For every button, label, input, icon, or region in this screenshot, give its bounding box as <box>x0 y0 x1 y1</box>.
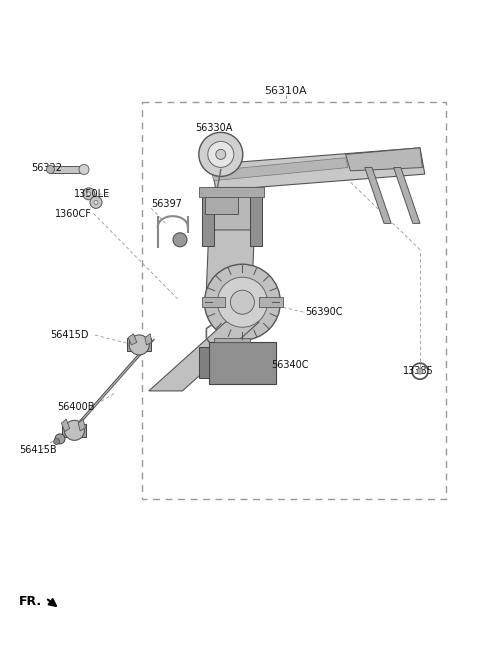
Circle shape <box>204 264 280 340</box>
Circle shape <box>90 196 102 208</box>
Circle shape <box>94 200 98 204</box>
Polygon shape <box>346 148 422 171</box>
Text: 1350LE: 1350LE <box>74 189 111 199</box>
Circle shape <box>216 149 226 160</box>
Circle shape <box>54 438 60 445</box>
Polygon shape <box>74 339 155 427</box>
Circle shape <box>199 133 243 176</box>
Polygon shape <box>61 419 70 432</box>
Polygon shape <box>394 168 420 223</box>
Circle shape <box>64 420 84 440</box>
Polygon shape <box>128 334 137 345</box>
Text: 56415D: 56415D <box>50 330 89 340</box>
Text: 56310A: 56310A <box>264 85 307 96</box>
Text: 56322: 56322 <box>31 162 62 173</box>
Polygon shape <box>211 158 348 181</box>
Circle shape <box>208 141 234 168</box>
Bar <box>142 102 446 499</box>
Circle shape <box>55 434 65 444</box>
Text: 56397: 56397 <box>151 198 182 209</box>
Polygon shape <box>149 322 259 391</box>
Text: 56415B: 56415B <box>19 445 57 455</box>
Circle shape <box>79 164 89 175</box>
Text: 56330A: 56330A <box>195 123 232 133</box>
Polygon shape <box>82 344 152 422</box>
Polygon shape <box>62 424 86 437</box>
Text: 56390C: 56390C <box>305 307 342 317</box>
Text: 13385: 13385 <box>403 366 434 376</box>
Text: 56400B: 56400B <box>58 402 95 413</box>
Polygon shape <box>259 297 283 307</box>
Polygon shape <box>211 148 425 191</box>
Text: 56340C: 56340C <box>271 359 309 370</box>
Polygon shape <box>214 338 250 342</box>
Circle shape <box>217 277 267 327</box>
Polygon shape <box>211 187 254 243</box>
Polygon shape <box>250 191 262 246</box>
Polygon shape <box>365 168 391 223</box>
Circle shape <box>87 192 91 196</box>
Polygon shape <box>209 342 276 384</box>
Polygon shape <box>78 419 85 431</box>
Circle shape <box>230 290 254 314</box>
Circle shape <box>47 166 54 173</box>
Circle shape <box>83 188 95 200</box>
Circle shape <box>173 233 187 247</box>
Polygon shape <box>202 297 225 307</box>
Polygon shape <box>127 338 151 351</box>
Polygon shape <box>199 187 264 197</box>
Text: FR.: FR. <box>19 595 42 608</box>
Polygon shape <box>205 197 238 214</box>
Polygon shape <box>50 166 84 173</box>
Text: 1360CF: 1360CF <box>55 208 92 219</box>
Polygon shape <box>206 230 254 289</box>
Circle shape <box>129 335 149 355</box>
Polygon shape <box>202 191 214 246</box>
Polygon shape <box>199 347 209 378</box>
Circle shape <box>417 368 423 374</box>
Polygon shape <box>145 334 152 345</box>
